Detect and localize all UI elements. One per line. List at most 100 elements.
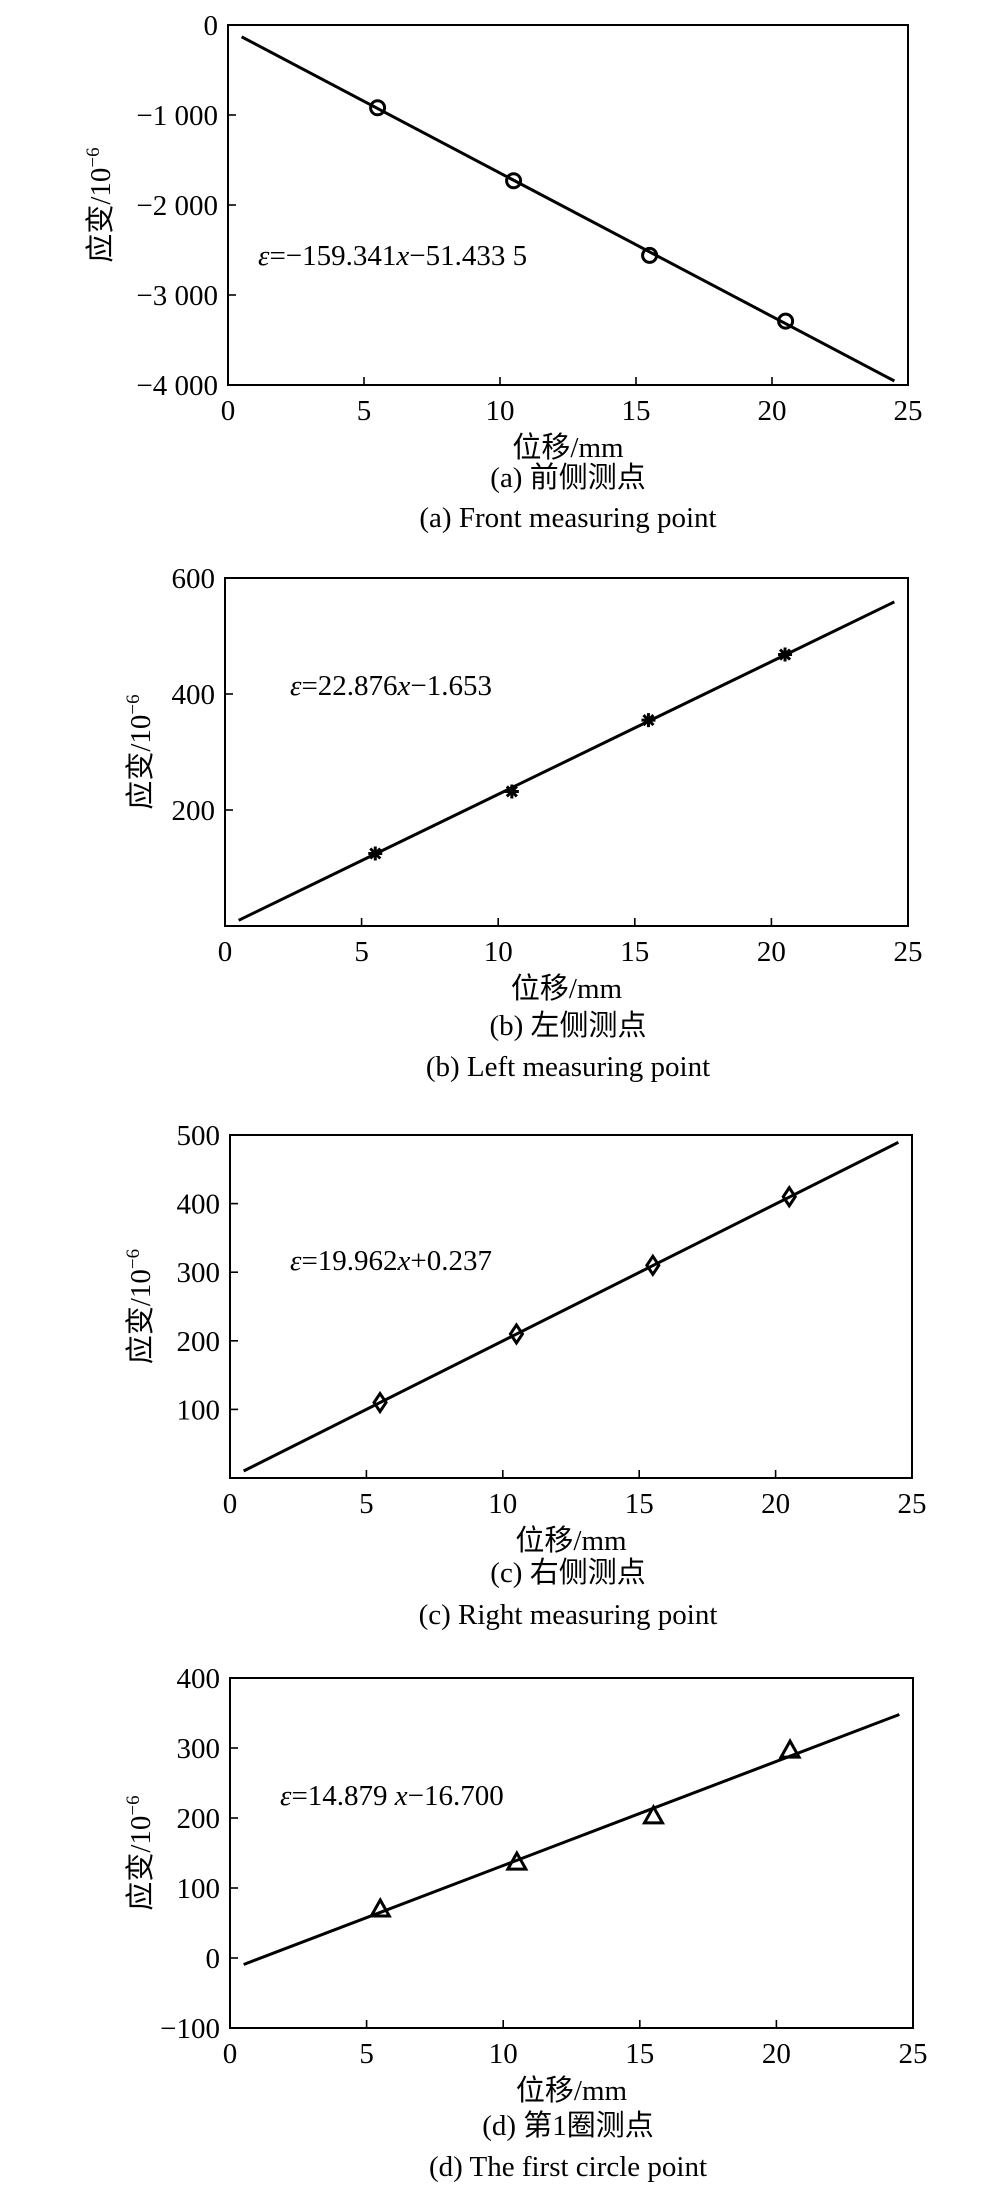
chart-c-data-point	[645, 1253, 661, 1278]
chart-d-x-axis-title: 位移/mm	[516, 2074, 628, 2107]
chart-d-data-point	[505, 1850, 529, 1871]
chart-d-x-tick-label: 15	[625, 2038, 654, 2070]
chart-a-data-point	[505, 172, 523, 190]
chart-b-plot-frame	[224, 577, 909, 927]
chart-d-equation-rest: −16.700	[408, 1780, 504, 1812]
chart-d-data-point	[778, 1738, 802, 1759]
chart-a-equation-eq: =−159.341	[269, 240, 396, 272]
chart-b-y-axis-title-exponent: −6	[123, 694, 144, 714]
chart-c-y-tick-label: 100	[177, 1394, 221, 1426]
chart-b-data-point	[778, 647, 793, 662]
chart-b-y-axis-title: 应变/10−6	[123, 694, 157, 809]
chart-a-data-point	[641, 246, 659, 264]
chart-b-data-point	[641, 713, 656, 728]
chart-c-data-point	[372, 1390, 388, 1415]
chart-c-equation-rest: +0.237	[410, 1245, 492, 1277]
chart-b-data-point	[368, 846, 383, 861]
chart-d-equation-eq: =14.879	[291, 1780, 394, 1812]
chart-b-y-tick-label: 600	[172, 563, 216, 595]
chart-d-y-tick-label: 200	[177, 1803, 221, 1835]
chart-c-equation-var: x	[397, 1245, 411, 1277]
chart-d-x-tick-label: 5	[359, 2038, 374, 2070]
chart-c-x-tick-label: 5	[359, 1488, 374, 1520]
chart-b-x-tick-label: 25	[894, 936, 923, 968]
chart-a-y-tick-label: −1 000	[136, 100, 218, 132]
chart-b-fit-equation: ε=22.876x−1.653	[290, 670, 492, 702]
chart-b-equation-var: x	[397, 670, 411, 702]
chart-a-plot-frame	[227, 24, 909, 386]
chart-c-x-tick-label: 10	[488, 1488, 517, 1520]
chart-a-y-axis-title-text: 应变/10	[84, 168, 117, 263]
chart-d-x-tick-label: 20	[762, 2038, 791, 2070]
chart-b-x-tick-label: 5	[354, 936, 369, 968]
chart-a-y-tick-label: −2 000	[136, 190, 218, 222]
chart-b-caption-cn: (b) 左侧测点	[489, 1009, 646, 1042]
chart-c-fit-line	[242, 1140, 900, 1473]
chart-b-x-tick-label: 10	[484, 936, 513, 968]
chart-d-x-tick-label: 0	[223, 2038, 238, 2070]
chart-d-caption-cn: (d) 第1圈测点	[482, 2109, 654, 2142]
chart-c-y-axis-title-text: 应变/10	[124, 1269, 157, 1364]
chart-c-y-tick-label: 400	[177, 1189, 221, 1221]
chart-b-y-axis-title-text: 应变/10	[124, 715, 157, 810]
chart-a-y-tick-label: 0	[204, 10, 219, 42]
chart-d-y-tick-label: 400	[177, 1663, 221, 1695]
chart-d-fit-line	[243, 1713, 900, 1966]
chart-c-caption-en: (c) Right measuring point	[419, 1599, 718, 1631]
chart-b: 0 5 10 15 20 25 200 400 600 ε=22.876x−1.653 位移/mm 应…	[123, 563, 923, 1083]
chart-c-x-tick-label: 25	[898, 1488, 927, 1520]
chart-c-x-tick-label: 15	[625, 1488, 654, 1520]
chart-a-x-tick-label: 25	[894, 395, 923, 427]
chart-a-equation-rest: −51.433 5	[409, 240, 527, 272]
chart-d-x-tick-label: 10	[489, 2038, 518, 2070]
chart-a-x-axis-title: 位移/mm	[512, 431, 624, 464]
chart-a-y-axis-title: 应变/10−6	[83, 147, 117, 262]
chart-b-y-tick-label: 200	[172, 795, 216, 827]
chart-d-equation-eps: ε	[280, 1780, 292, 1812]
chart-d-plot-frame	[229, 1677, 914, 2029]
chart-c-y-tick-label: 200	[177, 1326, 221, 1358]
chart-a-equation-eps: ε	[258, 240, 270, 272]
chart-a-x-tick-label: 0	[221, 395, 236, 427]
chart-a-y-tick-label: −4 000	[136, 370, 218, 402]
chart-d-y-tick-label: 0	[206, 1943, 221, 1975]
chart-c-equation-eps: ε	[290, 1245, 302, 1277]
chart-a-fit-line	[240, 35, 896, 383]
chart-a-x-tick-label: 15	[622, 395, 651, 427]
chart-d-y-tick-label: 100	[177, 1873, 221, 1905]
chart-d-data-point	[368, 1896, 392, 1918]
chart-c-plot-frame	[229, 1134, 913, 1479]
chart-c-caption-cn: (c) 右侧测点	[490, 1556, 645, 1589]
chart-d-equation-var: x	[394, 1780, 408, 1812]
chart-c-fit-equation: ε=19.962x+0.237	[290, 1245, 492, 1277]
chart-c-y-tick-label: 300	[177, 1257, 221, 1289]
chart-c-x-tick-label: 20	[761, 1488, 790, 1520]
chart-c: 0 5 10 15 20 25 100 200 300 400 500 ε=19.962x+0.237…	[123, 1120, 927, 1631]
chart-c-y-axis-title: 应变/10−6	[123, 1249, 157, 1364]
chart-a-caption-en: (a) Front measuring point	[419, 502, 716, 534]
chart-b-x-tick-label: 15	[620, 936, 649, 968]
chart-c-y-tick-label: 500	[177, 1120, 221, 1152]
chart-a-data-point	[777, 312, 795, 330]
chart-d-x-tick-label: 25	[899, 2038, 928, 2070]
chart-b-equation-eq: =22.876	[301, 670, 397, 702]
chart-d-y-axis-title-text: 应变/10	[124, 1816, 157, 1911]
chart-a-x-tick-label: 10	[486, 395, 515, 427]
chart-a-x-tick-label: 5	[357, 395, 372, 427]
chart-c-x-tick-label: 0	[223, 1488, 238, 1520]
chart-b-x-tick-label: 0	[218, 936, 233, 968]
chart-a-data-point	[369, 99, 387, 117]
chart-a-equation-var: x	[395, 240, 409, 272]
chart-a-caption-cn: (a) 前侧测点	[490, 461, 645, 494]
chart-d-y-tick-label: 300	[177, 1733, 221, 1765]
chart-b-x-tick-label: 20	[757, 936, 786, 968]
chart-a-fit-equation: ε=−159.341x−51.433 5	[258, 240, 527, 272]
chart-b-x-axis-title: 位移/mm	[511, 972, 623, 1005]
chart-d-y-tick-label: −100	[160, 2013, 220, 2045]
chart-c-y-axis-title-exponent: −6	[123, 1249, 144, 1269]
chart-b-equation-rest: −1.653	[410, 670, 492, 702]
chart-d-y-axis-title-exponent: −6	[123, 1795, 144, 1815]
chart-c-data-point	[781, 1185, 798, 1209]
